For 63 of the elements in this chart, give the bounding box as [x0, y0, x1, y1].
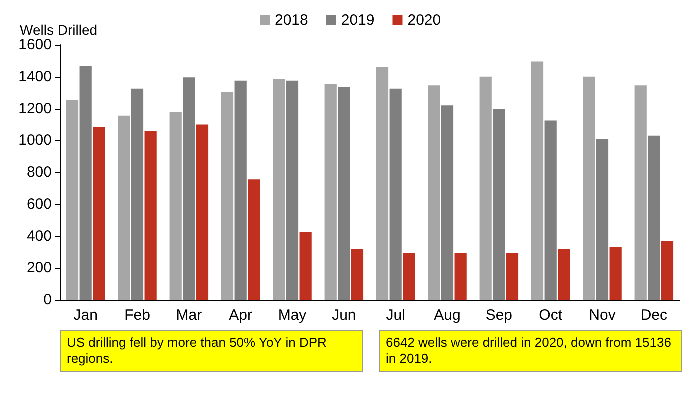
x-tick-label: Mar	[176, 307, 202, 324]
bar	[196, 124, 209, 300]
y-tick-label: 800	[26, 164, 52, 181]
bar	[428, 86, 440, 300]
text: US drilling fell by more than 50% YoY in DPR regions.	[60, 330, 363, 372]
bar	[610, 247, 622, 300]
bar	[376, 67, 389, 300]
bar	[596, 139, 609, 300]
bar	[506, 252, 519, 300]
y-tick-label: 200	[26, 260, 52, 277]
bar	[441, 106, 454, 300]
y-tick-label: 1600	[18, 36, 52, 54]
x-tick-label: Oct	[539, 307, 564, 324]
x-tick-label: Jun	[332, 307, 356, 324]
y-tick-label: 600	[26, 196, 52, 213]
x-tick-label: Feb	[124, 307, 150, 324]
bar	[183, 78, 196, 300]
bar	[300, 232, 312, 300]
legend-label: 2018	[275, 12, 308, 29]
bar	[286, 80, 299, 300]
y-tick-label: 400	[26, 228, 52, 245]
x-tick-label: Dec	[640, 307, 668, 324]
x-tick-label: May	[278, 307, 308, 324]
bar	[493, 110, 506, 300]
bar	[93, 127, 106, 300]
x-tick-label: Aug	[434, 307, 461, 324]
x-tick-label: Nov	[589, 307, 616, 324]
bar	[273, 79, 286, 300]
bar	[583, 76, 596, 300]
x-tick-label: Jan	[74, 307, 98, 324]
bar	[131, 88, 144, 300]
bar	[480, 76, 492, 300]
x-tick-label: Jul	[386, 307, 406, 324]
bar	[248, 180, 260, 300]
bar	[144, 131, 157, 300]
y-axis-title: Wells Drilled	[20, 22, 98, 38]
bar	[221, 92, 234, 300]
bar	[390, 88, 402, 300]
y-tick-label: 0	[44, 292, 52, 308]
bar	[234, 80, 247, 300]
bar	[648, 136, 660, 300]
y-tick-label: 1200	[18, 100, 52, 118]
bar	[118, 116, 130, 300]
x-tick-label: Apr	[229, 307, 253, 324]
bar	[324, 84, 337, 300]
bar	[558, 249, 570, 300]
text: 6642 wells were drilled in 2020, down from 15136 in 2019.	[379, 330, 682, 372]
bar	[170, 112, 182, 300]
bar	[661, 241, 674, 300]
x-tick-label: Sep	[486, 307, 513, 324]
bar	[544, 120, 557, 300]
bar	[338, 87, 350, 300]
bar	[454, 252, 467, 300]
y-tick-label: 1000	[18, 132, 52, 150]
bar	[403, 252, 416, 300]
bar	[531, 62, 544, 300]
bar	[80, 66, 92, 300]
legend-label: 2019	[341, 12, 375, 29]
y-tick-label: 1400	[18, 68, 52, 86]
legend-label: 2020	[408, 12, 442, 29]
bar	[634, 86, 647, 300]
bar	[351, 249, 364, 300]
bar	[66, 100, 79, 300]
